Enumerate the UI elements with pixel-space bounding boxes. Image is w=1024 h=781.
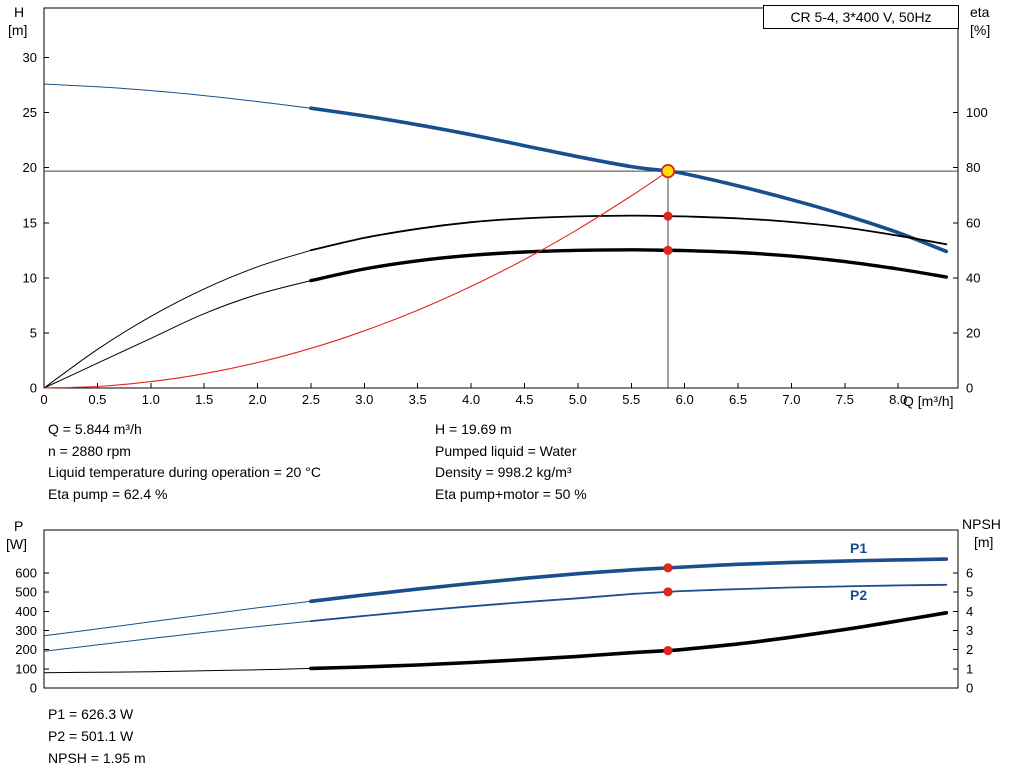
info-flow: Q = 5.844 m³/h bbox=[48, 421, 142, 437]
bottom-left-axis-unit: [W] bbox=[6, 536, 27, 552]
y-tick-label-left: 10 bbox=[23, 270, 37, 285]
y-tick-label-right: 100 bbox=[966, 105, 988, 120]
eta-pump-curve bbox=[310, 214, 948, 252]
y-tick-label-left: 0 bbox=[30, 681, 37, 696]
system-curve bbox=[43, 170, 669, 389]
y-tick-label-right: 4 bbox=[966, 604, 973, 619]
y-tick-label-left: 500 bbox=[15, 585, 37, 600]
y-tick-label-left: 200 bbox=[15, 642, 37, 657]
bottom-chart[interactable]: 0 100 200 300 400 500 600 0 1 2 3 4 5 6 bbox=[15, 529, 973, 696]
x-tick-label: 5.0 bbox=[569, 392, 587, 407]
x-tick-label: 2.0 bbox=[249, 392, 267, 407]
x-tick-label: 6.0 bbox=[676, 392, 694, 407]
x-tick-label: 5.5 bbox=[622, 392, 640, 407]
p2-curve-label: P2 bbox=[850, 587, 868, 603]
result-npsh: NPSH = 1.95 m bbox=[48, 750, 146, 766]
info-panel-left: Q = 5.844 m³/h n = 2880 rpm Liquid tempe… bbox=[48, 419, 321, 505]
npsh-curve bbox=[309, 611, 949, 671]
info-eta-pump-motor: Eta pump+motor = 50 % bbox=[435, 485, 587, 502]
eta-pump-marker bbox=[663, 211, 673, 221]
x-tick-label: 7.5 bbox=[836, 392, 854, 407]
p1-curve-thin bbox=[43, 600, 311, 637]
p2-curve bbox=[310, 583, 948, 622]
y-tick-label-right: 80 bbox=[966, 160, 980, 175]
top-right-axis-unit: [%] bbox=[970, 22, 991, 38]
x-tick-label: 0 bbox=[40, 392, 47, 407]
npsh-marker bbox=[663, 646, 673, 656]
top-plot-area[interactable] bbox=[43, 7, 959, 389]
top-chart[interactable]: 0 0.5 1.0 1.5 2.0 2.5 3.0 3.5 4.0 4.5 5.0 5.5 6.0 6.5… bbox=[23, 7, 988, 407]
y-tick-label-right: 5 bbox=[966, 585, 973, 600]
bottom-right-axis-title: NPSH bbox=[962, 516, 1001, 532]
y-tick-label-left: 600 bbox=[15, 565, 37, 580]
top-axis-ticks: 0 0.5 1.0 1.5 2.0 2.5 3.0 3.5 4.0 4.5 5.0 5.5 6.0 6.5… bbox=[23, 50, 988, 407]
p1-marker bbox=[663, 563, 673, 573]
x-tick-label: 4.5 bbox=[515, 392, 533, 407]
p1-curve-label: P1 bbox=[850, 540, 868, 556]
qh-curve[interactable] bbox=[309, 106, 949, 254]
y-tick-label-left: 30 bbox=[23, 50, 37, 65]
y-tick-label-left: 25 bbox=[23, 105, 37, 120]
eta-pump-motor-curve bbox=[309, 248, 948, 283]
p2-curve-thin bbox=[43, 620, 311, 652]
info-head: H = 19.69 m bbox=[435, 421, 512, 437]
y-tick-label-right: 3 bbox=[966, 623, 973, 638]
p1-curve bbox=[309, 557, 949, 604]
y-tick-label-left: 300 bbox=[15, 623, 37, 638]
results-panel: P1 = 626.3 W P2 = 501.1 W NPSH = 1.95 m bbox=[48, 703, 146, 769]
y-tick-label-right: 60 bbox=[966, 215, 980, 230]
x-tick-label: 1.0 bbox=[142, 392, 160, 407]
x-tick-label: 8.0 bbox=[889, 392, 907, 407]
info-liquid-temp: Liquid temperature during operation = 20… bbox=[48, 464, 321, 480]
info-speed: n = 2880 rpm bbox=[48, 442, 131, 459]
top-right-axis-title: eta bbox=[970, 4, 990, 20]
info-eta-pump: Eta pump = 62.4 % bbox=[48, 485, 168, 502]
y-tick-label-right: 0 bbox=[966, 681, 973, 696]
x-tick-label: 6.5 bbox=[729, 392, 747, 407]
info-pumped-liquid: Pumped liquid = Water bbox=[435, 442, 577, 459]
y-tick-label-left: 400 bbox=[15, 604, 37, 619]
bottom-right-axis-unit: [m] bbox=[974, 534, 994, 550]
chart-title-box: CR 5-4, 3*400 V, 50Hz bbox=[763, 5, 959, 29]
bottom-plot-area[interactable] bbox=[43, 529, 959, 689]
y-tick-label-left: 5 bbox=[30, 325, 37, 340]
eta-pump-motor-marker bbox=[663, 245, 673, 255]
x-tick-label: 1.5 bbox=[195, 392, 213, 407]
y-tick-label-right: 20 bbox=[966, 325, 980, 340]
x-tick-label: 3.5 bbox=[409, 392, 427, 407]
qh-curve-thin[interactable] bbox=[43, 83, 311, 109]
x-tick-label: 3.0 bbox=[355, 392, 373, 407]
info-panel-right: H = 19.69 m Pumped liquid = Water Densit… bbox=[435, 419, 587, 505]
p2-marker bbox=[663, 587, 673, 597]
bottom-left-axis-title: P bbox=[14, 518, 24, 534]
y-tick-label-right: 1 bbox=[966, 661, 973, 676]
y-tick-label-right: 2 bbox=[966, 642, 973, 657]
x-tick-label: 4.0 bbox=[462, 392, 480, 407]
x-tick-label: 7.0 bbox=[782, 392, 800, 407]
y-tick-label-left: 15 bbox=[23, 215, 37, 230]
x-tick-label: 2.5 bbox=[302, 392, 320, 407]
y-tick-label-left: 0 bbox=[30, 381, 37, 396]
top-left-axis-title: H bbox=[14, 4, 25, 20]
y-tick-label-left: 20 bbox=[23, 160, 37, 175]
duty-point-marker[interactable] bbox=[660, 164, 676, 179]
eta-pump-curve-thin bbox=[43, 249, 312, 389]
y-tick-label-right: 0 bbox=[966, 381, 973, 396]
info-density: Density = 998.2 kg/m³ bbox=[435, 464, 572, 480]
y-tick-label-left: 100 bbox=[15, 661, 37, 676]
x-axis-title: Q [m³/h] bbox=[903, 393, 954, 409]
npsh-curve-thin bbox=[43, 667, 311, 674]
y-tick-label-right: 6 bbox=[966, 565, 973, 580]
bottom-axis-ticks: 0 100 200 300 400 500 600 0 1 2 3 4 5 6 bbox=[15, 565, 973, 695]
result-p1: P1 = 626.3 W bbox=[48, 706, 134, 722]
eta-pump-motor-curve-thin bbox=[43, 280, 312, 389]
x-tick-label: 0.5 bbox=[88, 392, 106, 407]
y-tick-label-right: 40 bbox=[966, 270, 980, 285]
top-left-axis-unit: [m] bbox=[8, 22, 28, 38]
result-p2: P2 = 501.1 W bbox=[48, 728, 134, 744]
